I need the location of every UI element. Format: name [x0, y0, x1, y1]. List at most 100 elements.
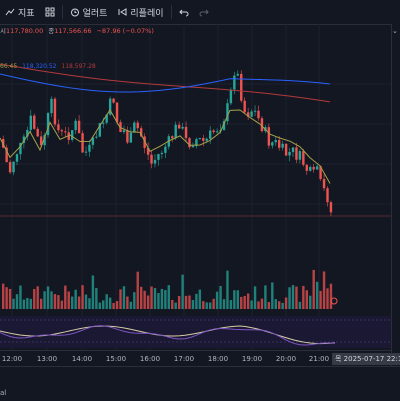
candle-body	[288, 151, 291, 156]
volume-bar	[226, 270, 229, 309]
volume-bar	[29, 298, 32, 309]
time-label: 20:00	[275, 355, 297, 363]
volume-bar	[60, 300, 64, 309]
candle-body	[278, 140, 281, 148]
ma1-value: 66.45	[0, 63, 18, 70]
chevron-down-icon[interactable]: ⌄	[392, 27, 398, 35]
volume-bar	[43, 291, 46, 309]
volume-bar	[236, 290, 239, 309]
volume-bar	[167, 285, 170, 309]
volume-bar	[143, 290, 146, 309]
candle-body	[164, 146, 167, 153]
time-label: 13:00	[36, 355, 58, 363]
volume-bar	[126, 296, 129, 309]
candle-body	[12, 161, 15, 173]
candle-body	[195, 139, 198, 146]
candle-body	[77, 120, 81, 134]
time-label: 14:00	[71, 355, 93, 363]
candle-body	[305, 164, 308, 171]
undo-button[interactable]	[174, 0, 194, 24]
volume-bar	[229, 300, 233, 309]
candle-body	[295, 147, 298, 160]
candle-body	[19, 142, 22, 155]
volume-bar	[105, 294, 108, 309]
volume-bar	[295, 286, 298, 309]
candle-body	[205, 138, 208, 141]
volume-bar	[215, 291, 219, 309]
candle-body	[98, 123, 101, 137]
volume-bar	[212, 298, 215, 309]
candle-body	[39, 136, 43, 146]
candle-body	[233, 75, 236, 90]
candle-body	[50, 98, 53, 114]
replay-label: 리플레이	[130, 8, 164, 19]
crosshair-time-label: 목 2025-07-17 22:15	[332, 353, 400, 365]
candle-body	[222, 121, 226, 131]
volume-bar	[309, 295, 312, 309]
ma-line-blue	[0, 73, 331, 93]
candle-body	[236, 73, 239, 76]
volume-bar	[12, 298, 15, 309]
layout-grid-button[interactable]	[40, 0, 60, 24]
volume-bar	[2, 283, 5, 309]
volume-bar	[219, 285, 222, 309]
candle-body	[322, 178, 326, 189]
candle-body	[136, 122, 139, 129]
volume-bar	[274, 299, 277, 309]
volume-bar	[50, 291, 53, 309]
candle-body	[260, 118, 264, 132]
candle-body	[229, 89, 233, 104]
ma-line-olive	[0, 108, 331, 184]
volume-bar	[84, 294, 88, 309]
replay-button[interactable]: 리플레이	[112, 0, 168, 24]
indicators-button[interactable]: 지표	[0, 0, 40, 24]
time-label: 21:00	[308, 355, 330, 363]
candle-body	[53, 98, 57, 125]
price-scale[interactable]	[391, 24, 400, 370]
candle-body	[184, 126, 188, 139]
candle-body	[250, 111, 253, 117]
price-chart[interactable]	[0, 24, 391, 350]
candle-body	[243, 100, 246, 113]
redo-button[interactable]	[194, 0, 214, 24]
candle-body	[84, 151, 88, 153]
candle-body	[22, 136, 26, 143]
time-axis[interactable]: 12:00 13:00 14:00 15:00 16:00 17:00 18:0…	[0, 350, 400, 367]
volume-bar	[326, 288, 329, 309]
volume-bar	[233, 290, 236, 309]
volume-bar	[157, 293, 160, 309]
top-toolbar: 지표 얼러트 리플레이	[0, 0, 400, 25]
alarm-clock-icon	[70, 8, 79, 17]
candle-body	[91, 137, 95, 145]
candle-body	[8, 162, 12, 173]
alerts-button[interactable]: 얼러트	[65, 0, 113, 24]
volume-bar	[260, 298, 264, 309]
volume-bar	[177, 295, 181, 309]
candle-body	[171, 136, 174, 139]
volume-bar	[33, 289, 36, 309]
volume-bar	[291, 285, 295, 309]
candle-body	[36, 128, 39, 137]
alert-marker-icon	[330, 297, 338, 305]
volume-bar	[108, 297, 112, 309]
volume-bar	[181, 274, 184, 309]
candle-body	[226, 103, 229, 122]
candle-body	[181, 126, 184, 129]
time-label: 19:00	[241, 355, 263, 363]
candle-body	[108, 98, 112, 115]
volume-bar	[46, 286, 50, 309]
volume-bar	[312, 269, 315, 309]
volume-bar	[71, 296, 74, 309]
volume-bar	[198, 289, 202, 309]
volume-bar	[150, 286, 153, 309]
candle-body	[133, 122, 136, 133]
volume-bar	[250, 300, 253, 309]
candle-body	[329, 202, 333, 213]
volume-bar	[278, 301, 281, 309]
candle-body	[257, 110, 260, 119]
candle-body	[212, 130, 215, 133]
candle-body	[67, 132, 70, 140]
candle-body	[150, 154, 153, 164]
volume-bar	[39, 298, 43, 309]
time-label: 15:00	[105, 355, 127, 363]
